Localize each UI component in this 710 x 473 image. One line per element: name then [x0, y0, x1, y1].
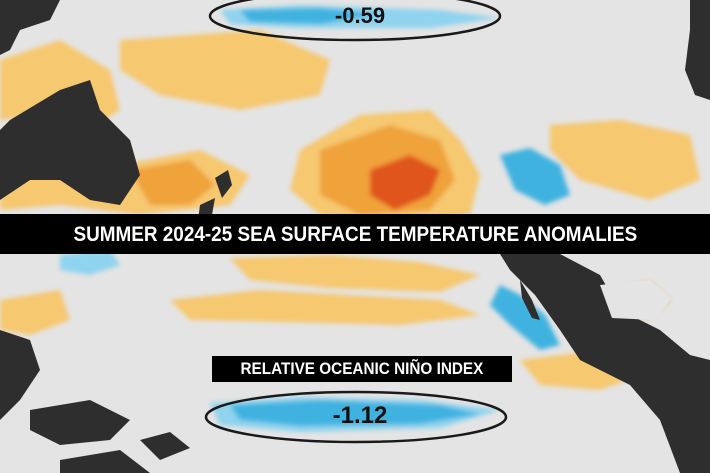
australia-land — [0, 80, 140, 205]
warm-patch-equatorial-north — [230, 255, 480, 292]
indonesia-land — [30, 400, 130, 445]
top-region-value: -0.59 — [334, 3, 386, 28]
asia-land — [0, 0, 60, 55]
warm-patch-north-pacific — [120, 30, 330, 110]
cool-patch-west — [60, 250, 120, 275]
bottom-region-outline — [204, 390, 508, 444]
cool-patch-bottom-core — [230, 400, 480, 426]
new-zealand-north — [215, 170, 232, 198]
cool-anomalies — [60, 5, 570, 432]
top-region-outline — [208, 0, 502, 42]
islands-land — [140, 432, 190, 460]
warm-patch-tasman — [130, 160, 215, 205]
cool-patch-top-core — [240, 8, 380, 24]
warm-anomalies — [0, 30, 700, 390]
north-america-land — [685, 0, 710, 100]
baja-land — [520, 280, 540, 320]
southeast-asia-land — [0, 330, 40, 420]
warm-patch-equatorial-south — [170, 290, 480, 325]
cool-patch-baja — [490, 285, 560, 350]
bottom-region-value: -1.12 — [332, 402, 388, 429]
mexico-land — [500, 254, 710, 473]
index-label: RELATIVE OCEANIC NIÑO INDEX — [240, 359, 484, 378]
cool-patch-northeast — [500, 148, 570, 205]
papua-land — [60, 450, 150, 473]
warm-patch-core — [370, 155, 440, 210]
index-label-box: RELATIVE OCEANIC NIÑO INDEX — [212, 356, 512, 382]
title-banner: SUMMER 2024-25 SEA SURFACE TEMPERATURE A… — [0, 214, 710, 254]
gulf-water — [600, 280, 672, 320]
warm-patch-southwest — [0, 290, 70, 335]
warm-patch-east — [550, 120, 700, 200]
map-title: SUMMER 2024-25 SEA SURFACE TEMPERATURE A… — [73, 221, 637, 246]
